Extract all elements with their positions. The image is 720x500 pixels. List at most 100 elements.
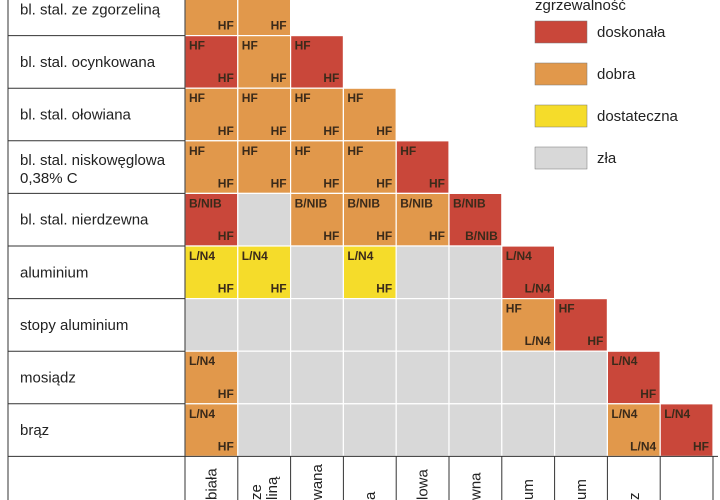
matrix-cell (290, 87, 345, 142)
column-label: wana (309, 463, 326, 500)
cell-top-label: L/N4 (506, 249, 532, 263)
matrix-cell (501, 403, 556, 457)
cell-top-label: HF (400, 144, 416, 158)
matrix-cell (395, 192, 450, 247)
column-label: a (362, 491, 379, 500)
cell-bottom-label: B/NIB (465, 229, 498, 243)
cell-bottom-label: HF (376, 229, 392, 243)
row-label: brąz (20, 422, 49, 439)
cell-top-label: B/NIB (347, 196, 380, 210)
row-labels: bl. stal. ze zgorzeliną bl. stal. ocynkow… (20, 1, 166, 439)
matrix-cell (553, 403, 608, 457)
row-label: stopy aluminium (20, 317, 128, 334)
matrix-cell (290, 245, 345, 300)
cell-bottom-label: HF (323, 71, 339, 85)
matrix-cell (501, 245, 556, 300)
legend-label: zła (597, 150, 617, 167)
column-label: um (573, 479, 590, 500)
cell-bottom-label: HF (218, 71, 234, 85)
matrix-cell (184, 34, 239, 89)
cell-bottom-label: HF (271, 124, 287, 138)
cell-bottom-label: HF (218, 19, 234, 33)
cell-bottom-label: HF (218, 124, 234, 138)
matrix-cell (342, 403, 397, 457)
matrix-cell (395, 298, 450, 352)
cell-top-label: B/NIB (189, 196, 222, 210)
cell-top-label: HF (295, 144, 311, 158)
cell-bottom-label: HF (587, 334, 603, 348)
cell-top-label: HF (559, 302, 575, 316)
cell-bottom-label: HF (640, 387, 656, 401)
column-labels: biała ze liną wana a lowa wna um um z (203, 463, 642, 500)
column-label: um (520, 479, 537, 500)
cell-top-label: L/N4 (189, 407, 215, 421)
legend-swatch (534, 104, 588, 128)
cell-bottom-label: HF (271, 19, 287, 33)
cell-bottom-label: HF (218, 176, 234, 190)
cell-top-label: HF (189, 91, 205, 105)
cell-top-label: L/N4 (189, 354, 215, 368)
cell-bottom-label: L/N4 (630, 439, 656, 453)
cell-bottom-label: HF (376, 176, 392, 190)
row-label: aluminium (20, 264, 88, 281)
cell-bottom-label: HF (323, 176, 339, 190)
cell-top-label: HF (189, 39, 205, 53)
cell-bottom-label: HF (271, 176, 287, 190)
cell-bottom-label: HF (218, 282, 234, 296)
matrix-cell (290, 140, 345, 195)
cell-bottom-label: L/N4 (525, 282, 551, 296)
column-label: lowa (415, 468, 432, 500)
row-label-line2: 0,38% C (20, 170, 78, 187)
matrix-cell (448, 350, 503, 405)
cell-top-label: HF (347, 91, 363, 105)
matrix-cell (237, 0, 292, 37)
legend-swatch (534, 20, 588, 44)
matrix-cell (290, 34, 345, 89)
legend-label: dostateczna (597, 108, 679, 125)
cell-bottom-label: HF (271, 71, 287, 85)
legend-label: dobra (597, 66, 636, 83)
legend: zgrzewalność doskonała dobra dostateczna zła (534, 0, 679, 170)
column-label: z (626, 493, 643, 500)
matrix-cell (448, 245, 503, 300)
row-label: bl. stal. ze zgorzeliną (20, 1, 161, 18)
matrix-cell (395, 350, 450, 405)
cell-top-label: L/N4 (189, 249, 215, 263)
cell-bottom-label: HF (693, 439, 709, 453)
cell-top-label: HF (347, 144, 363, 158)
cell-top-label: HF (242, 39, 258, 53)
matrix-cell (237, 192, 292, 247)
cell-bottom-label: HF (376, 124, 392, 138)
matrix-cell (237, 87, 292, 142)
matrix-cell (290, 350, 345, 405)
cell-top-label: L/N4 (611, 354, 637, 368)
matrix-cell (342, 87, 397, 142)
matrix-cell (290, 298, 345, 352)
matrix-cell (448, 298, 503, 352)
matrix-cell (448, 403, 503, 457)
row-label: bl. stal. ocynkowana (20, 54, 156, 71)
cell-top-label: HF (242, 144, 258, 158)
cell-top-label: B/NIB (295, 196, 328, 210)
matrix-cell (501, 298, 556, 352)
row-label: bl. stal. niskowęglowa (20, 152, 166, 169)
legend-swatch (534, 146, 588, 170)
matrix-cell (184, 192, 239, 247)
cell-bottom-label: HF (218, 439, 234, 453)
cell-top-label: L/N4 (347, 249, 373, 263)
matrix-grid-lines (7, 0, 718, 500)
matrix-cell (395, 140, 450, 195)
cell-bottom-label: HF (323, 124, 339, 138)
cell-bottom-label: HF (323, 229, 339, 243)
matrix-cell (395, 245, 450, 300)
cell-bottom-label: HF (429, 176, 445, 190)
cell-bottom-label: HF (271, 282, 287, 296)
matrix-cell (553, 298, 608, 352)
legend-title: zgrzewalność (535, 0, 626, 14)
row-label: mosiądz (20, 370, 76, 387)
cell-top-label: L/N4 (664, 407, 690, 421)
cell-top-label: HF (295, 91, 311, 105)
matrix-cell (237, 403, 292, 457)
cell-top-label: B/NIB (453, 196, 486, 210)
